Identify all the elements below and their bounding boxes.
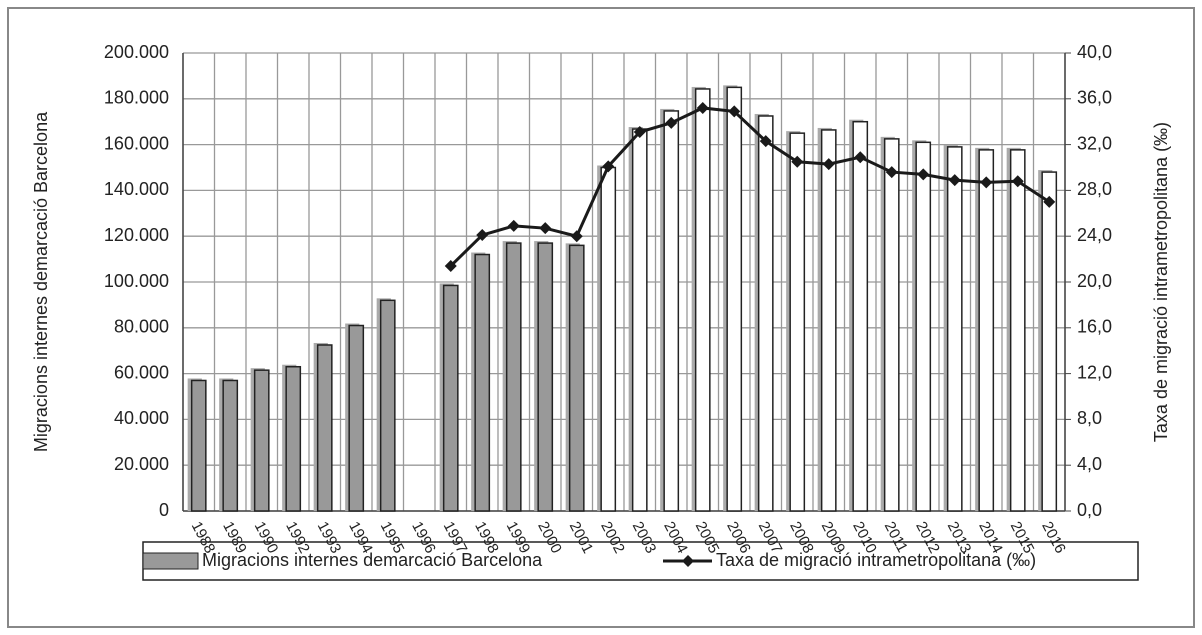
bar	[663, 110, 680, 512]
y2-tick-label: 24,0	[1077, 225, 1112, 245]
marker	[948, 174, 961, 187]
marker	[570, 230, 583, 243]
y-tick-label: 140.000	[104, 179, 169, 199]
y-tick-label: 160.000	[104, 133, 169, 153]
y-tick-label: 100.000	[104, 271, 169, 291]
y2-tick-label: 16,0	[1077, 317, 1112, 337]
bar	[253, 369, 270, 512]
y-tick-label: 80.000	[114, 317, 169, 337]
y-tick-label: 40.000	[114, 408, 169, 428]
bar	[820, 129, 837, 512]
bar	[379, 299, 396, 512]
marker	[444, 259, 457, 272]
bar	[631, 128, 648, 512]
bar	[852, 120, 869, 512]
bar	[190, 379, 207, 512]
marker	[1043, 195, 1056, 208]
bar	[348, 324, 365, 512]
y-tick-label: 120.000	[104, 225, 169, 245]
marker	[539, 222, 552, 235]
marker	[885, 166, 898, 179]
marker	[507, 219, 520, 232]
y-tick-label: 20.000	[114, 454, 169, 474]
legend-label: Migracions internes demarcació Barcelona	[202, 550, 543, 570]
y2-tick-label: 12,0	[1077, 362, 1112, 382]
bar	[1041, 171, 1058, 512]
y-axis-title: Migracions internes demarcació Barcelona	[31, 111, 51, 452]
bar	[915, 141, 932, 512]
bar	[442, 284, 459, 512]
y-tick-label: 180.000	[104, 88, 169, 108]
marker	[854, 151, 867, 164]
bar	[694, 88, 711, 512]
line	[449, 106, 1051, 268]
marker	[980, 176, 993, 189]
bar	[946, 146, 963, 512]
y2-tick-label: 0,0	[1077, 500, 1102, 520]
bar	[978, 149, 995, 512]
marker	[665, 116, 678, 129]
legend-marker	[682, 555, 694, 567]
bar	[726, 86, 743, 512]
y2-tick-label: 20,0	[1077, 271, 1112, 291]
bar	[568, 244, 585, 512]
marker	[1011, 175, 1024, 188]
y-tick-label: 60.000	[114, 362, 169, 382]
bar	[757, 115, 774, 512]
marker	[822, 158, 835, 171]
bar	[285, 365, 302, 512]
bar	[883, 138, 900, 512]
legend-swatch	[142, 552, 199, 570]
marker	[696, 101, 709, 114]
y2-tick-label: 8,0	[1077, 408, 1102, 428]
y2-tick-label: 40,0	[1077, 42, 1112, 62]
marker	[791, 155, 804, 168]
marker	[476, 229, 489, 242]
legend-label: Taxa de migració intrametropolitana (‰)	[716, 550, 1036, 570]
bar	[316, 344, 333, 512]
y2-axis-title: Taxa de migració intrametropolitana (‰)	[1151, 122, 1171, 442]
bar	[222, 379, 239, 512]
y-tick-label: 0	[159, 500, 169, 520]
legend-box	[142, 541, 1139, 581]
marker	[602, 160, 615, 173]
marker	[917, 168, 930, 181]
marker	[633, 126, 646, 139]
y-tick-label: 200.000	[104, 42, 169, 62]
marker	[759, 135, 772, 148]
bar	[789, 132, 806, 512]
y2-tick-label: 36,0	[1077, 88, 1112, 108]
bar	[537, 242, 554, 512]
bar	[600, 166, 617, 512]
y2-tick-label: 4,0	[1077, 454, 1102, 474]
y2-tick-label: 28,0	[1077, 179, 1112, 199]
bar	[1009, 149, 1026, 512]
marker	[728, 105, 741, 118]
y2-tick-label: 32,0	[1077, 133, 1112, 153]
bar	[505, 242, 522, 512]
bar	[474, 253, 491, 512]
